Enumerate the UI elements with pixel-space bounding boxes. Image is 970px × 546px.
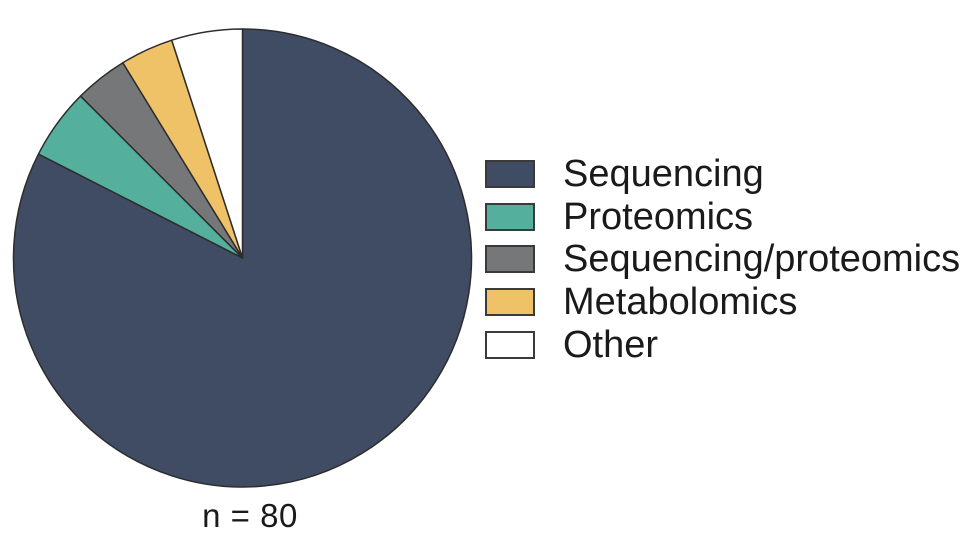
legend-item-sequencing-proteomics: Sequencing/proteomics xyxy=(485,238,960,281)
legend-label-other: Other xyxy=(563,323,659,366)
legend-label-proteomics: Proteomics xyxy=(563,195,754,238)
pie-slice-other xyxy=(170,28,244,259)
legend-swatch-sequencing-proteomics xyxy=(485,245,535,274)
legend-swatch-metabolomics xyxy=(485,288,535,317)
legend-item-metabolomics: Metabolomics xyxy=(485,281,960,324)
legend-label-sequencing: Sequencing xyxy=(563,153,764,196)
legend-swatch-sequencing xyxy=(485,160,535,189)
legend: Sequencing Proteomics Sequencing/proteomic… xyxy=(485,153,960,366)
legend-item-other: Other xyxy=(485,323,960,366)
legend-swatch-proteomics xyxy=(485,202,535,231)
legend-label-sequencing-proteomics: Sequencing/proteomics xyxy=(563,238,961,281)
legend-item-proteomics: Proteomics xyxy=(485,196,960,239)
legend-label-metabolomics: Metabolomics xyxy=(563,281,798,324)
legend-item-sequencing: Sequencing xyxy=(485,153,960,196)
legend-swatch-other xyxy=(485,330,535,359)
sample-size-label: n = 80 xyxy=(202,497,298,534)
